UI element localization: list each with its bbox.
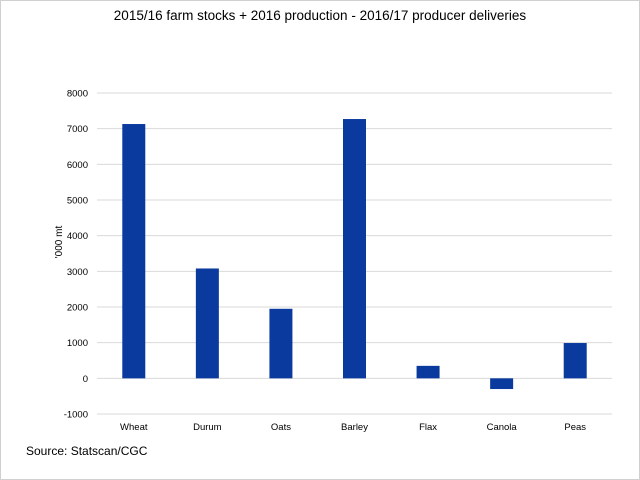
y-tick-label: 3000 <box>67 267 88 278</box>
x-tick-label: Oats <box>271 422 291 433</box>
bar-barley <box>343 119 366 379</box>
y-tick-label: 7000 <box>67 124 88 135</box>
y-tick-label: 2000 <box>67 303 88 314</box>
bar-peas <box>563 343 587 379</box>
y-tick-label: 0 <box>83 374 88 385</box>
y-tick-label: -1000 <box>64 410 88 421</box>
source-note: Source: Statscan/CGC <box>26 444 148 458</box>
x-tick-label: Canola <box>487 422 518 433</box>
x-tick-label: Barley <box>341 422 368 433</box>
bar-oats <box>269 308 293 379</box>
chart-title: 2015/16 farm stocks + 2016 production - … <box>113 8 527 23</box>
y-tick-label: 5000 <box>67 196 88 207</box>
y-tick-labels: -1000 0 1000 2000 3000 4000 5000 6000 7000 8000 <box>64 89 88 421</box>
bar-canola <box>490 378 514 390</box>
y-tick-label: 4000 <box>67 231 88 242</box>
bars <box>122 119 587 390</box>
x-tick-label: Flax <box>419 422 437 433</box>
y-tick-label: 1000 <box>67 338 88 349</box>
y-tick-label: 8000 <box>67 89 88 100</box>
bar-durum <box>195 268 219 379</box>
x-tick-label: Wheat <box>120 422 148 433</box>
x-category-labels: Wheat Durum Oats Barley Flax Canola Peas <box>120 422 586 433</box>
x-tick-label: Peas <box>564 422 586 433</box>
x-tick-label: Durum <box>193 422 222 433</box>
bar-flax <box>416 365 440 379</box>
y-axis-label: '000 mt <box>54 226 65 259</box>
bar-wheat <box>122 124 146 379</box>
y-tick-label: 6000 <box>67 160 88 171</box>
